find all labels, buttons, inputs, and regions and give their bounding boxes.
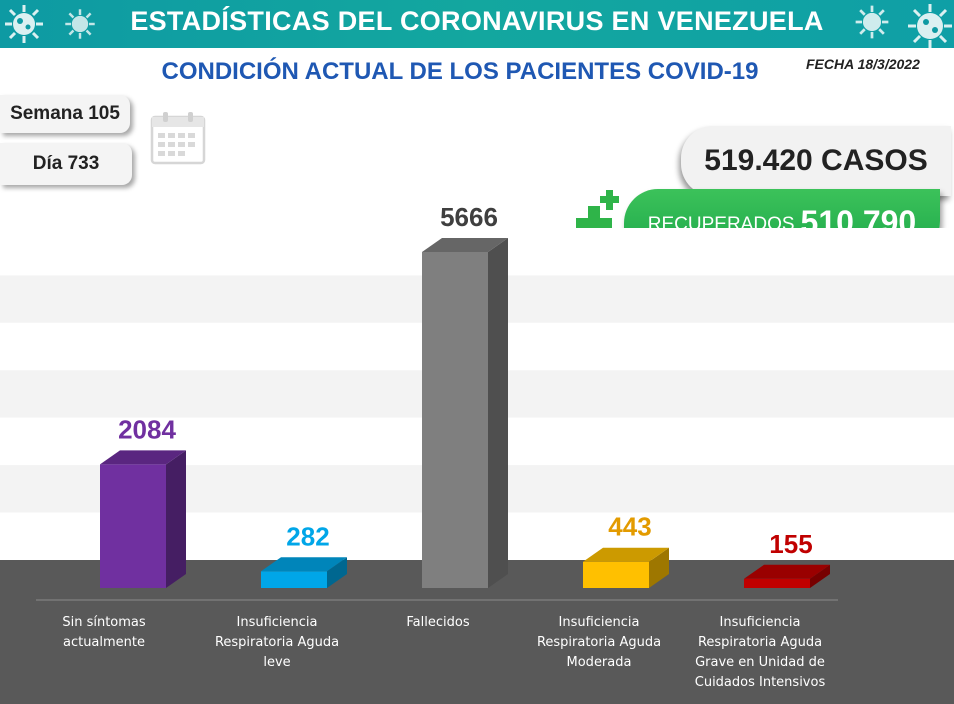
virus-icon (855, 5, 889, 39)
data-label: 155 (769, 529, 812, 559)
bar-top (261, 557, 347, 572)
virus-icon (65, 9, 95, 39)
week-badge: Semana 105 (0, 95, 130, 133)
bar-side (488, 238, 508, 588)
calendar-icon (150, 112, 206, 165)
bar-front (744, 578, 810, 588)
data-label: 282 (286, 521, 329, 551)
category-label: Cuidados Intensivos (695, 675, 826, 690)
virus-icon (908, 4, 952, 48)
bar-side (166, 450, 186, 588)
date-label: FECHA 18/3/2022 (806, 56, 920, 72)
category-label: Moderada (567, 655, 632, 670)
category-label: Respiratoria Aguda (537, 635, 661, 650)
bar-front (422, 252, 488, 588)
category-label: Insuficiencia (559, 615, 640, 630)
chart-title: CONDICIÓN ACTUAL DE LOS PACIENTES COVID-… (161, 58, 759, 85)
header-banner: ESTADÍSTICAS DEL CORONAVIRUS EN VENEZUEL… (0, 0, 954, 48)
bar-top (422, 238, 508, 252)
category-label: Grave en Unidad de (695, 655, 825, 670)
bar-side (327, 557, 347, 588)
category-label: Insuficiencia (237, 615, 318, 630)
virus-icon (5, 5, 43, 43)
bar-top (100, 450, 186, 465)
category-label: Respiratoria Aguda (698, 635, 822, 650)
banner-title: ESTADÍSTICAS DEL CORONAVIRUS EN VENEZUEL… (130, 6, 824, 36)
bar-side (649, 547, 669, 588)
category-label: leve (263, 655, 290, 670)
bar-front (261, 571, 327, 588)
data-label: 2084 (118, 414, 176, 444)
data-label: 5666 (440, 202, 498, 232)
category-label: Insuficiencia (720, 615, 801, 630)
bar-front (583, 561, 649, 588)
bar-front (100, 464, 166, 588)
category-label: Sin síntomas (62, 615, 146, 630)
total-cases-badge: 519.420 CASOS (681, 126, 951, 196)
bar-top (583, 547, 669, 562)
category-label: actualmente (63, 635, 145, 650)
category-label: Respiratoria Aguda (215, 635, 339, 650)
category-label: Fallecidos (406, 615, 469, 630)
bar-top (744, 564, 830, 579)
data-label: 443 (608, 512, 651, 542)
day-badge: Día 733 (0, 143, 132, 185)
bar-side (810, 564, 830, 588)
